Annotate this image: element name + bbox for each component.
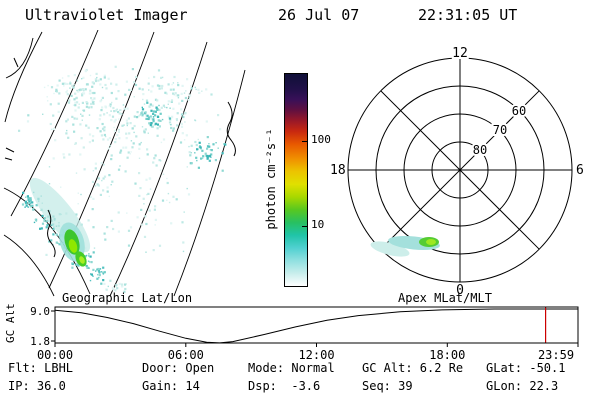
status-mode: Mode: Normal [248, 361, 335, 375]
polar-clock-label-18: 18 [330, 163, 346, 178]
xtick-1200: 12:00 [298, 348, 334, 362]
status-door: Door: Open [142, 361, 215, 375]
colorbar-tick-100: 100 [311, 133, 331, 146]
colorbar-tickmark-10 [302, 225, 307, 227]
polar-clock-label-6: 6 [576, 163, 584, 178]
xtick-2359: 23:59 [538, 348, 574, 362]
date-label: 26 Jul 07 [278, 6, 360, 24]
axis-ticks [51, 310, 579, 347]
status-dsp: Dsp: -3.6 [248, 379, 321, 393]
status-gain: Gain: 14 [142, 379, 200, 393]
status-gcalt: GC Alt: 6.2 Re [362, 361, 464, 375]
time-label: 22:31:05 UT [418, 6, 518, 24]
apex-polar-panel: 12 18 6 0 60 70 80 [330, 44, 584, 298]
polar-clock-label-0: 0 [456, 283, 464, 298]
gc-alt-curve [54, 308, 578, 344]
geo-coastlines [4, 57, 236, 258]
status-seq: Seq: 39 [362, 379, 413, 393]
polar-aurora-arc [370, 235, 440, 257]
status-glon: GLon: 22.3 [486, 379, 559, 393]
xtick-0600: 06:00 [168, 348, 204, 362]
gc-alt-ytick-top: 9.0 [30, 305, 50, 318]
polar-grid [347, 57, 573, 283]
geo-image-panel [3, 30, 246, 297]
apex-caption: Apex MLat/MLT [398, 291, 492, 305]
gc-alt-chart: 9.0 1.8 GC Alt 00:00 06:00 12:00 18:00 2… [4, 303, 579, 362]
colorbar-tickmark-100 [302, 140, 307, 142]
gc-alt-ytick-bottom: 1.8 [30, 335, 50, 348]
colorbar-tick-10: 10 [311, 218, 325, 231]
xtick-0000: 00:00 [37, 348, 73, 362]
geo-aurora-blob [29, 177, 91, 267]
status-flt: Flt: LBHL [8, 361, 74, 375]
polar-ring-label-60: 60 [512, 104, 526, 118]
colorbar-label: photon cm⁻²s⁻¹ [264, 128, 278, 230]
app-title: Ultraviolet Imager [25, 6, 188, 24]
polar-ring-label-80: 80 [473, 143, 487, 157]
geo-caption: Geographic Lat/Lon [62, 291, 193, 305]
geo-grid-lines [3, 30, 246, 297]
chart-frame [54, 306, 579, 344]
status-glat: GLat: -50.1 [486, 361, 566, 375]
gc-alt-ylabel: GC Alt [4, 303, 17, 343]
geo-airglow-speckles [18, 65, 227, 293]
colorbar [284, 73, 308, 287]
xtick-1800: 18:00 [429, 348, 465, 362]
status-ip: IP: 36.0 [8, 379, 66, 393]
polar-clock-label-12: 12 [452, 46, 468, 61]
polar-ring-label-70: 70 [493, 123, 507, 137]
